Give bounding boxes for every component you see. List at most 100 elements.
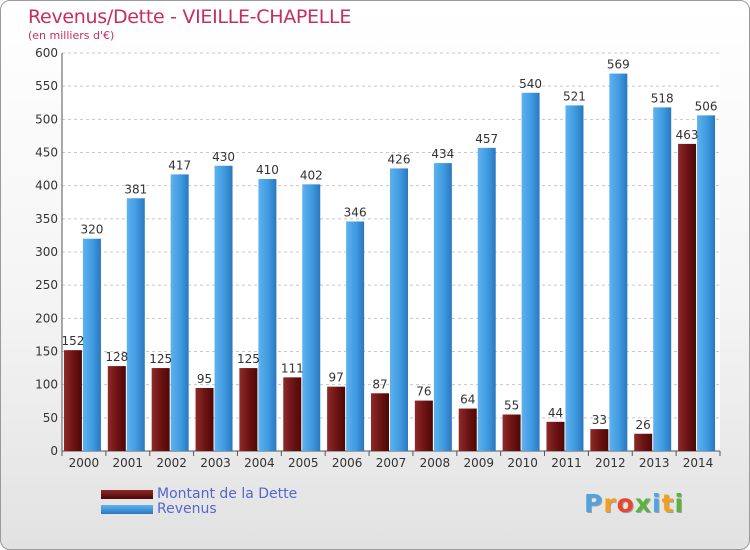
bar-revenus [390,168,408,452]
x-tick-label: 2005 [288,456,319,470]
y-tick-label: 350 [35,212,58,226]
bar-dette [195,387,214,451]
x-tick-label: 2003 [200,456,231,470]
x-tick-label: 2007 [376,456,407,470]
data-label-revenus: 569 [607,58,630,72]
data-label-revenus: 402 [300,168,323,182]
y-tick-label: 100 [35,378,58,392]
bar-dette [151,368,170,451]
data-label-dette: 152 [61,334,84,348]
logo-letter: i [652,489,662,518]
logo-letter: x [634,489,652,518]
data-label-revenus: 346 [344,205,367,219]
data-label-dette: 95 [197,372,212,386]
y-tick-label: 400 [35,179,58,193]
logo-letter: o [616,489,635,518]
data-label-dette: 463 [676,128,699,142]
data-label-dette: 87 [372,377,387,391]
chart-title: Revenus/Dette - VIEILLE-CHAPELLE [28,6,352,28]
x-tick-label: 2011 [551,456,582,470]
bar-dette [414,400,433,451]
bar-revenus [477,147,496,451]
x-tick-label: 2000 [69,456,100,470]
chart-subtitle: (en milliers d'€) [28,29,115,42]
bar-dette [678,143,697,452]
y-tick-label: 150 [35,345,58,359]
x-tick-label: 2008 [420,456,451,470]
bar-revenus [609,73,628,452]
data-label-revenus: 521 [563,89,586,103]
y-tick-label: 0 [50,444,58,458]
bar-revenus [302,184,321,451]
data-label-revenus: 506 [695,99,718,113]
x-tick-label: 2004 [244,456,275,470]
data-label-dette: 55 [504,399,519,413]
data-label-dette: 125 [237,352,260,366]
x-tick-label: 2010 [507,456,538,470]
data-label-dette: 125 [149,352,172,366]
bar-dette [283,377,302,451]
bar-revenus [214,165,233,451]
data-label-dette: 33 [592,413,607,427]
data-label-dette: 76 [416,385,431,399]
bar-dette [546,421,565,451]
data-label-dette: 44 [548,406,563,420]
data-label-dette: 64 [460,393,475,407]
data-label-revenus: 430 [212,150,235,164]
bar-dette [590,429,609,451]
bar-dette [458,408,477,451]
logo-letter: i [674,489,685,518]
bar-revenus [521,92,540,452]
bar-revenus [82,238,101,451]
bar-revenus [126,198,145,451]
bar-dette [502,414,521,451]
proxiti-logo: Proxiti [584,489,684,518]
logo-letter: r [603,489,617,518]
bar-revenus [433,163,452,451]
bar-revenus [346,221,365,451]
y-tick-label: 200 [35,311,58,325]
bar-revenus [653,107,672,451]
bar-revenus [170,174,189,451]
x-tick-label: 2014 [683,456,714,470]
data-label-revenus: 381 [124,182,147,196]
data-label-revenus: 417 [168,158,191,172]
data-label-revenus: 320 [80,223,103,237]
x-tick-label: 2013 [639,456,670,470]
x-tick-label: 2002 [156,456,187,470]
y-tick-label: 550 [35,79,58,93]
y-tick-label: 600 [35,46,58,60]
data-label-revenus: 426 [388,152,411,166]
data-label-dette: 128 [105,350,128,364]
logo-letter: t [661,489,675,518]
data-label-dette: 97 [328,371,343,385]
x-tick-label: 2001 [113,456,144,470]
data-label-dette: 26 [636,418,651,432]
y-tick-label: 300 [35,245,58,259]
bar-dette [634,433,653,451]
bar-dette [239,368,258,451]
x-tick-label: 2012 [595,456,626,470]
bar-dette [107,366,126,451]
x-tick-label: 2009 [463,456,494,470]
bar-revenus [697,115,716,451]
legend-swatch-revenus [101,505,153,514]
legend-swatch-dette [101,490,153,499]
y-tick-label: 450 [35,146,58,160]
data-label-dette: 111 [281,361,304,375]
bar-revenus [565,105,584,452]
data-label-revenus: 434 [431,147,454,161]
data-label-revenus: 457 [475,132,498,146]
legend-label-revenus: Revenus [157,501,217,517]
data-label-revenus: 518 [651,91,674,105]
y-tick-label: 250 [35,278,58,292]
bar-dette [327,386,346,451]
data-label-revenus: 410 [256,163,279,177]
bar-revenus [258,179,277,452]
logo-letter: P [584,489,604,518]
bar-dette [63,350,82,451]
y-tick-label: 500 [35,112,58,126]
x-tick-label: 2006 [332,456,363,470]
